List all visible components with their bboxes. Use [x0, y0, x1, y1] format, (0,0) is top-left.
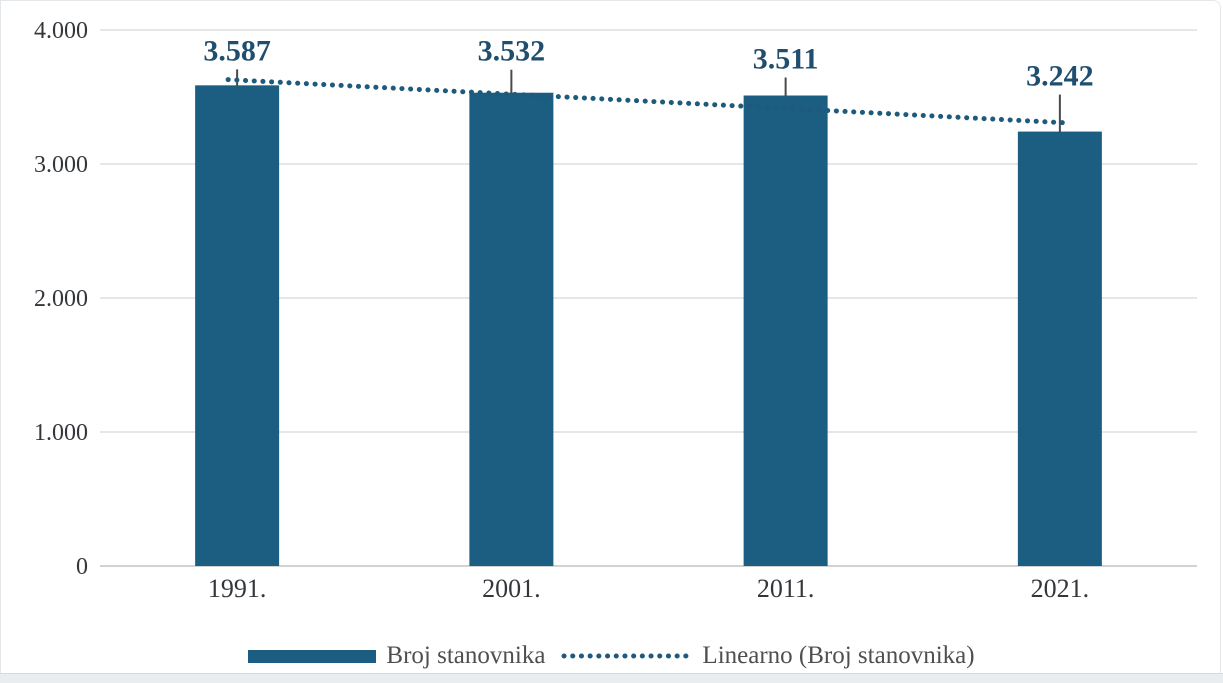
population-bar-chart: 0 1.000 2.000 3.000 4.000 1991. 3.587 2001. 3.53…: [34, 18, 1197, 603]
bar-2021: [1017, 131, 1102, 566]
y-tick-label: 0: [76, 554, 88, 580]
legend-item-linearno: Linearno (Broj stanovnika): [560, 642, 975, 670]
bar-2011: [743, 95, 828, 566]
x-tick-label: 1991.: [208, 574, 267, 603]
window-bottom-edge: [0, 673, 1223, 683]
chart-legend: Broj stanovnika Linearno (Broj stanovnik…: [0, 638, 1223, 674]
y-tick-label: 4.000: [34, 18, 88, 44]
x-tick-label: 2001.: [482, 574, 541, 603]
bar-1991: [195, 85, 280, 566]
bar-data-label: 3.242: [1026, 60, 1094, 93]
bar-2001: [469, 92, 554, 566]
x-tick-label: 2021.: [1031, 574, 1090, 603]
legend-label-broj-stanovnika: Broj stanovnika: [386, 642, 546, 669]
y-tick-label: 2.000: [34, 286, 88, 312]
bar-data-label: 3.587: [203, 34, 271, 67]
y-tick-label: 1.000: [34, 420, 88, 446]
bar-data-label: 3.511: [753, 43, 819, 76]
legend-label-linearno: Linearno (Broj stanovnika): [702, 642, 975, 669]
y-tick-label: 3.000: [34, 152, 88, 178]
trendline-swatch: [561, 653, 691, 659]
bar-series-swatch: [248, 649, 377, 663]
x-tick-label: 2011.: [757, 574, 815, 603]
legend-item-broj-stanovnika: Broj stanovnika: [248, 642, 545, 670]
linear-trendline: [225, 77, 1067, 126]
bar-data-label: 3.532: [478, 35, 546, 68]
